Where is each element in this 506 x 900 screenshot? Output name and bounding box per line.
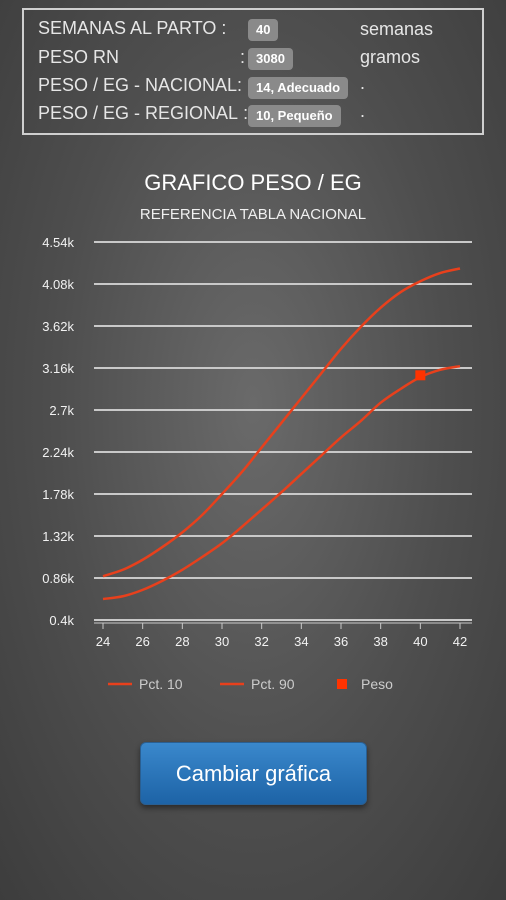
y-tick-label: 1.78k [42, 487, 74, 502]
x-tick-label: 40 [413, 634, 427, 649]
x-tick-label: 24 [96, 634, 110, 649]
y-tick-label: 4.08k [42, 277, 74, 292]
info-row-regional: PESO / EG - REGIONAL : [38, 101, 248, 125]
y-tick-label: 0.4k [49, 613, 74, 628]
series-line-pct-10 [102, 364, 461, 601]
chart-subtitle: REFERENCIA TABLA NACIONAL [139, 206, 367, 223]
y-tick-label: 2.7k [49, 403, 74, 418]
weeks-colon: : [216, 17, 227, 38]
x-tick-label: 42 [453, 634, 467, 649]
chart-title: GRAFICO PESO / EG [144, 170, 362, 195]
legend-pct-10-label: Pct. 10 [139, 676, 183, 692]
x-tick-label: 26 [135, 634, 149, 649]
info-row-national: PESO / EG - NACIONAL: [38, 73, 242, 97]
y-tick-label: 1.32k [42, 529, 74, 544]
y-tick-label: 2.24k [42, 445, 74, 460]
y-tick-label: 4.54k [42, 235, 74, 250]
x-tick-label: 30 [215, 634, 229, 649]
weight-colon: : [240, 47, 246, 67]
peso-point [415, 370, 426, 381]
weight-label: PESO RN [38, 46, 120, 67]
legend-peso-swatch [337, 679, 347, 689]
y-tick-label: 0.86k [42, 571, 74, 586]
x-tick-label: 36 [334, 634, 348, 649]
weeks-label: SEMANAS AL PARTO [38, 17, 217, 38]
info-row-weeks: SEMANAS AL PARTO : [38, 16, 226, 40]
change-chart-button[interactable]: Cambiar gráfica [140, 742, 367, 805]
national-value-badge: 14, Adecuado [248, 77, 349, 99]
weight-chart: 0.4k 0.86k 1.32k 1.78k 2.24k 2.7k 3.16k 3.62k 4.… [42, 235, 472, 692]
y-tick-label: 3.62k [42, 319, 74, 334]
regional-value-badge: 10, Pequeño [248, 105, 341, 127]
x-tick-label: 28 [175, 634, 189, 649]
y-tick-label: 3.16k [42, 361, 74, 376]
regional-unit: . [360, 101, 366, 121]
weeks-unit: semanas [360, 19, 434, 39]
legend-pct-90-label: Pct. 90 [251, 676, 295, 692]
info-panel: SEMANAS AL PARTO : 40 semanas PESO RN : … [22, 8, 484, 135]
legend-peso-label: Peso [361, 676, 393, 692]
weight-unit: gramos [360, 47, 421, 67]
x-tick-label: 38 [373, 634, 387, 649]
weight-value-badge: 3080 [248, 48, 293, 70]
weeks-value-badge: 40 [248, 19, 279, 41]
national-colon: : [237, 74, 243, 95]
x-tick-label: 34 [294, 634, 308, 649]
info-row-weight: PESO RN [38, 45, 119, 69]
national-unit: . [360, 73, 366, 93]
national-label: PESO / EG - NACIONAL [38, 74, 238, 95]
regional-label: PESO / EG - REGIONAL [38, 102, 239, 123]
series-line-pct-90 [102, 267, 461, 578]
regional-colon: : [238, 102, 249, 123]
x-tick-label: 32 [254, 634, 268, 649]
